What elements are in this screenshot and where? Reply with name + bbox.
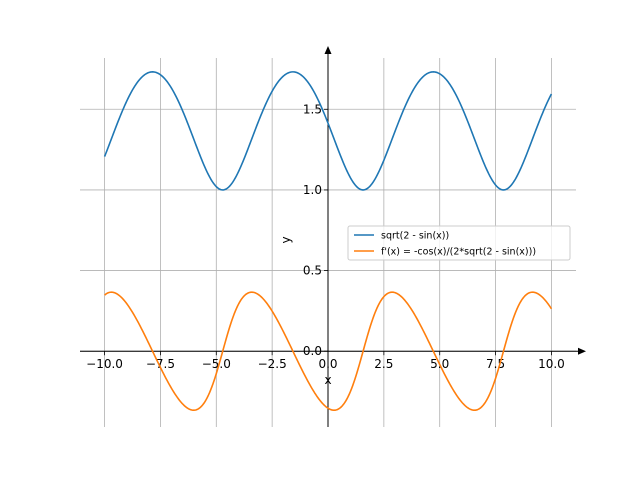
y-tick-label: 1.5 [303,102,322,116]
series-line-1 [103,71,553,191]
axes [80,46,586,427]
y-tick-label: 1.0 [303,183,322,197]
y-axis-arrow [324,46,332,54]
x-tick-label: −7.5 [146,357,175,371]
legend-box [347,225,571,261]
x-tick-label: 7.5 [486,357,505,371]
x-tick-label: −2.5 [258,357,287,371]
x-tick-label: −5.0 [202,357,231,371]
x-tick-label: 10.0 [538,357,565,371]
legend: sqrt(2 - sin(x)) f'(x) = -cos(x)/(2*sqrt(… [347,225,571,261]
legend-entry-label: sqrt(2 - sin(x)) [381,231,449,242]
legend-entry-label: f'(x) = -cos(x)/(2*sqrt(2 - sin(x))) [381,247,536,258]
x-tick-label: 0.0 [318,357,337,371]
series-line-2 [104,291,553,412]
series [103,71,553,412]
y-tick-label: 0.5 [303,264,322,278]
legend-entries: sqrt(2 - sin(x)) f'(x) = -cos(x)/(2*sqrt(… [354,231,536,258]
x-tick-label: −10.0 [86,357,123,371]
y-tick-label: 0.0 [303,344,322,358]
x-tick-label: 2.5 [374,357,393,371]
x-axis-label: x [324,373,331,387]
x-axis-arrow [578,347,586,355]
ticks: −10.0 −7.5 −5.0 −2.5 0.0 2.5 5.0 7.5 10.00.00.51… [86,102,565,371]
y-axis-label: y [279,236,293,243]
